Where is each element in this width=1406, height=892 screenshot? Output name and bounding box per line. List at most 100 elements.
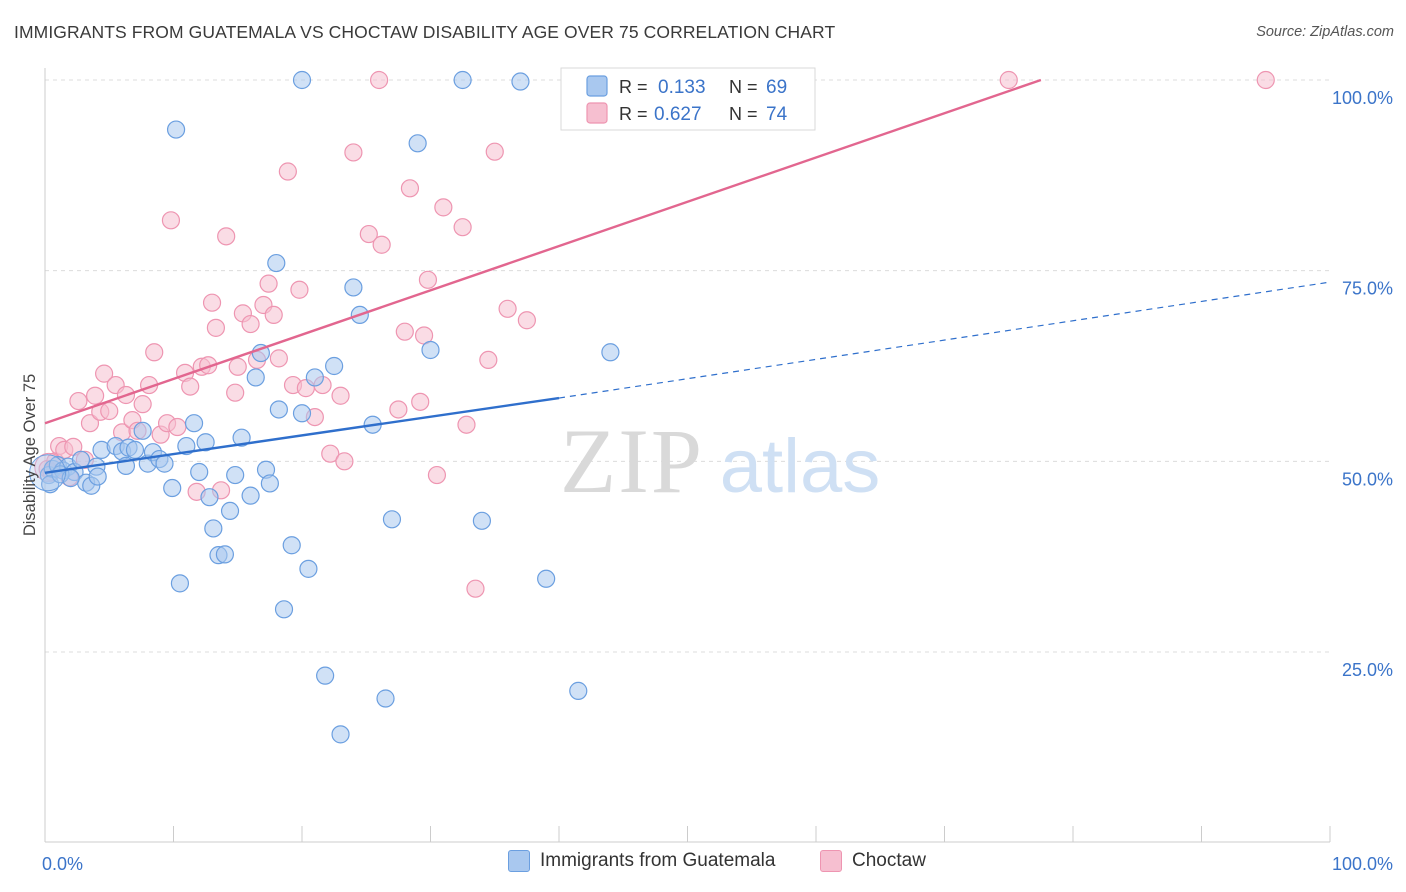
data-point-guatemala — [453, 70, 472, 90]
data-point-guatemala — [260, 474, 279, 493]
trend-line-guatemala-extension — [558, 281, 1331, 399]
data-point-guatemala — [88, 467, 107, 486]
data-point-choctaw — [217, 227, 236, 246]
data-point-choctaw — [427, 465, 447, 485]
data-point-choctaw — [95, 364, 114, 383]
data-point-guatemala — [569, 681, 588, 700]
data-point-choctaw — [359, 224, 378, 244]
y-tick-label: 25.0% — [1342, 660, 1393, 680]
data-point-guatemala — [163, 478, 182, 498]
data-point-guatemala — [376, 689, 395, 708]
y-axis-label: Disability Age Over 75 — [21, 374, 39, 536]
data-point-choctaw — [278, 162, 297, 181]
x-tick-label: 0.0% — [42, 854, 83, 874]
data-point-choctaw — [466, 579, 485, 598]
data-point-choctaw — [100, 401, 119, 421]
stats-r-label-pink: R = — [619, 104, 648, 124]
data-point-guatemala — [292, 404, 312, 423]
data-point-guatemala — [215, 545, 234, 564]
data-point-guatemala — [269, 400, 288, 419]
data-point-choctaw — [202, 293, 222, 312]
data-point-guatemala — [267, 253, 286, 273]
data-point-guatemala — [133, 421, 152, 440]
data-point-choctaw — [69, 391, 88, 411]
legend-label-guatemala: Immigrants from Guatemala — [540, 850, 776, 871]
stats-swatch-blue — [586, 75, 608, 97]
data-point-choctaw — [331, 386, 350, 405]
data-point-choctaw — [1256, 70, 1275, 90]
data-point-choctaw — [321, 444, 340, 463]
data-point-choctaw — [290, 280, 309, 299]
y-tick-label: 75.0% — [1342, 279, 1393, 299]
data-point-guatemala — [274, 600, 294, 619]
data-point-choctaw — [411, 392, 430, 411]
data-point-guatemala — [601, 343, 620, 362]
data-point-guatemala — [246, 368, 265, 387]
watermark: ZIP atlas — [560, 410, 880, 512]
data-point-choctaw — [400, 179, 420, 198]
data-point-guatemala — [241, 486, 260, 505]
data-point-choctaw — [389, 400, 408, 419]
data-point-guatemala — [170, 574, 190, 593]
bottom-legend: Immigrants from Guatemala Choctaw — [0, 850, 1406, 880]
data-point-choctaw — [168, 417, 187, 437]
data-point-choctaw — [999, 70, 1018, 90]
data-point-guatemala — [382, 510, 402, 529]
legend-item-guatemala[interactable]: Immigrants from Guatemala — [508, 850, 775, 872]
data-point-guatemala — [316, 666, 335, 685]
stats-r-value-blue: 0.133 — [658, 77, 706, 98]
data-point-guatemala — [537, 569, 556, 588]
data-point-choctaw — [264, 305, 283, 325]
data-point-choctaw — [457, 415, 476, 434]
stats-n-value-blue: 69 — [766, 77, 787, 98]
data-point-choctaw — [418, 270, 438, 289]
data-point-choctaw — [259, 274, 278, 293]
data-point-guatemala — [299, 559, 318, 578]
data-point-choctaw — [372, 235, 391, 254]
data-point-guatemala — [177, 436, 196, 456]
data-point-guatemala — [232, 428, 251, 447]
tick-labels: 25.0% 50.0% 75.0% 100.0% 0.0% 100.0% — [42, 88, 1393, 874]
data-point-choctaw — [226, 383, 245, 402]
data-point-choctaw — [181, 377, 200, 396]
data-point-guatemala — [220, 501, 240, 521]
data-point-choctaw — [228, 357, 247, 376]
data-point-choctaw — [498, 299, 517, 318]
data-point-guatemala — [190, 462, 209, 482]
legend-label-choctaw: Choctaw — [852, 850, 926, 871]
y-tick-label: 100.0% — [1332, 88, 1393, 108]
source-label: Source: ZipAtlas.com — [1256, 24, 1394, 40]
stats-n-label-pink: N = — [729, 104, 758, 124]
data-point-choctaw — [80, 414, 100, 433]
data-point-choctaw — [145, 343, 164, 362]
stats-r-value-pink: 0.627 — [654, 104, 702, 125]
data-point-choctaw — [479, 350, 498, 369]
data-point-choctaw — [133, 395, 152, 414]
data-point-choctaw — [370, 70, 389, 90]
data-point-guatemala — [331, 725, 350, 744]
trend-line-guatemala — [44, 396, 560, 474]
data-point-choctaw — [241, 314, 260, 334]
data-point-guatemala — [305, 368, 324, 387]
data-point-guatemala — [155, 454, 174, 473]
chart-title: IMMIGRANTS FROM GUATEMALA VS CHOCTAW DIS… — [14, 22, 836, 42]
data-point-guatemala — [166, 120, 186, 139]
data-point-guatemala — [472, 511, 491, 530]
legend-item-choctaw[interactable]: Choctaw — [820, 850, 926, 872]
data-point-guatemala — [421, 340, 440, 360]
data-point-choctaw — [434, 198, 453, 217]
data-point-choctaw — [395, 322, 414, 341]
data-point-choctaw — [269, 349, 288, 368]
watermark-zip: ZIP — [560, 410, 704, 512]
stats-legend: R = 0.133 N = 69 R = 0.627 N = 74 — [560, 67, 816, 131]
stats-n-value-pink: 74 — [766, 104, 788, 125]
data-point-choctaw — [485, 142, 504, 161]
data-point-guatemala — [344, 278, 363, 297]
trend-line-choctaw — [44, 78, 1042, 425]
data-point-choctaw — [453, 218, 472, 237]
data-point-guatemala — [125, 440, 145, 459]
data-point-guatemala — [325, 356, 344, 376]
data-point-choctaw — [206, 318, 226, 337]
y-tick-label: 50.0% — [1342, 469, 1393, 489]
